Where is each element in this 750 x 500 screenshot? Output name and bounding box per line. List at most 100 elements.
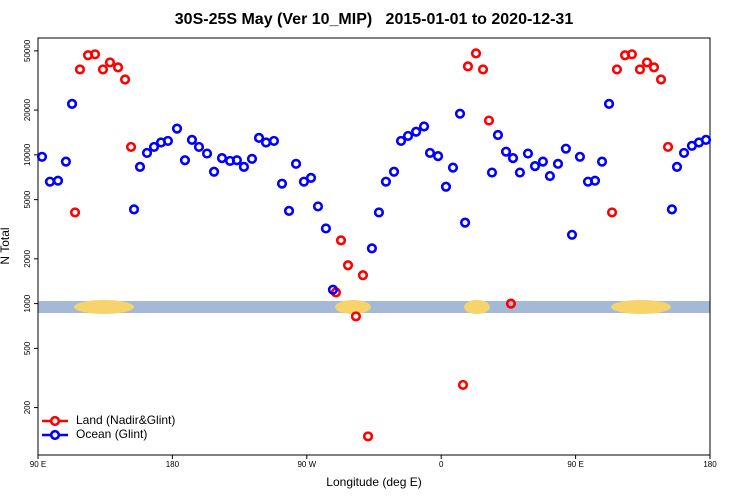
point xyxy=(560,143,571,154)
point xyxy=(148,141,160,153)
point xyxy=(74,64,86,75)
land-patch xyxy=(611,300,671,314)
x-axis-label: Longitude (deg E) xyxy=(326,475,421,489)
point xyxy=(662,141,674,153)
point xyxy=(276,178,288,189)
point xyxy=(454,108,466,119)
legend-marker xyxy=(49,415,61,427)
point xyxy=(606,207,618,218)
point xyxy=(327,284,339,295)
point xyxy=(312,201,324,212)
point xyxy=(290,158,302,169)
point xyxy=(362,431,374,442)
point xyxy=(611,64,623,75)
point xyxy=(69,207,81,218)
point xyxy=(470,48,482,59)
ocean-band xyxy=(38,301,710,313)
chart-title: 30S-25S May (Ver 10_MIP) 2015-01-01 to 2… xyxy=(175,11,574,28)
point xyxy=(671,161,683,172)
x-tick-label: 90 E xyxy=(30,460,46,469)
y-tick-label: 200 xyxy=(23,400,32,414)
point xyxy=(462,61,474,72)
point xyxy=(44,176,56,187)
point xyxy=(112,62,124,73)
y-tick-label: 2000 xyxy=(23,249,32,267)
point xyxy=(596,156,608,167)
point xyxy=(457,379,469,391)
point xyxy=(522,148,534,159)
point xyxy=(544,170,556,182)
point xyxy=(626,49,637,60)
point xyxy=(411,126,422,137)
point xyxy=(477,64,489,75)
point xyxy=(97,64,109,75)
point xyxy=(179,155,191,166)
point xyxy=(483,115,495,126)
x-tick-label: 90 E xyxy=(567,460,583,469)
point xyxy=(537,156,548,167)
point xyxy=(373,207,385,218)
point xyxy=(60,156,72,167)
point xyxy=(700,134,712,145)
point xyxy=(342,260,354,271)
point xyxy=(283,205,295,216)
y-tick-label: 500 xyxy=(23,341,32,355)
legend-label: Land (Nadir&Glint) xyxy=(76,413,175,427)
point xyxy=(36,151,48,162)
point xyxy=(141,147,153,159)
y-tick-label: 10000 xyxy=(23,143,32,166)
plot-frame xyxy=(37,37,711,456)
point xyxy=(128,204,140,215)
point xyxy=(119,74,131,85)
point xyxy=(208,166,220,177)
point xyxy=(514,167,525,178)
point xyxy=(678,147,690,159)
point xyxy=(171,123,183,134)
point xyxy=(104,57,116,68)
point xyxy=(201,148,213,159)
point xyxy=(529,160,541,172)
point xyxy=(253,132,265,143)
point xyxy=(305,172,317,183)
legend-label: Ocean (Glint) xyxy=(76,427,147,441)
point xyxy=(260,137,272,148)
point xyxy=(216,153,228,164)
point xyxy=(134,161,146,172)
point xyxy=(505,298,517,309)
point xyxy=(418,121,430,132)
point xyxy=(566,229,578,240)
point xyxy=(246,153,258,164)
point xyxy=(52,175,64,186)
x-tick-label: 180 xyxy=(703,460,717,469)
land-patch xyxy=(335,300,371,314)
point xyxy=(238,161,250,172)
point xyxy=(335,235,347,246)
point xyxy=(162,135,174,147)
point xyxy=(641,57,653,68)
y-tick-label: 5000 xyxy=(23,190,32,208)
point xyxy=(320,223,332,234)
point xyxy=(366,243,378,254)
point xyxy=(552,158,564,169)
point xyxy=(395,135,407,147)
y-axis-label: N Total xyxy=(0,227,12,264)
point xyxy=(424,147,436,159)
land-patch xyxy=(74,300,134,314)
point xyxy=(655,74,667,85)
point xyxy=(589,175,601,186)
point xyxy=(186,134,198,145)
point xyxy=(648,62,660,73)
map-band xyxy=(38,300,710,314)
point xyxy=(447,162,459,173)
point xyxy=(402,130,414,142)
y-tick-label: 1000 xyxy=(23,294,32,312)
point xyxy=(666,204,678,215)
point xyxy=(231,155,243,166)
point xyxy=(125,141,137,153)
x-tick-label: 0 xyxy=(439,460,444,469)
point xyxy=(486,167,498,178)
land-patch xyxy=(464,300,490,314)
y-tick-label: 20000 xyxy=(23,98,32,121)
legend-marker xyxy=(49,429,61,441)
